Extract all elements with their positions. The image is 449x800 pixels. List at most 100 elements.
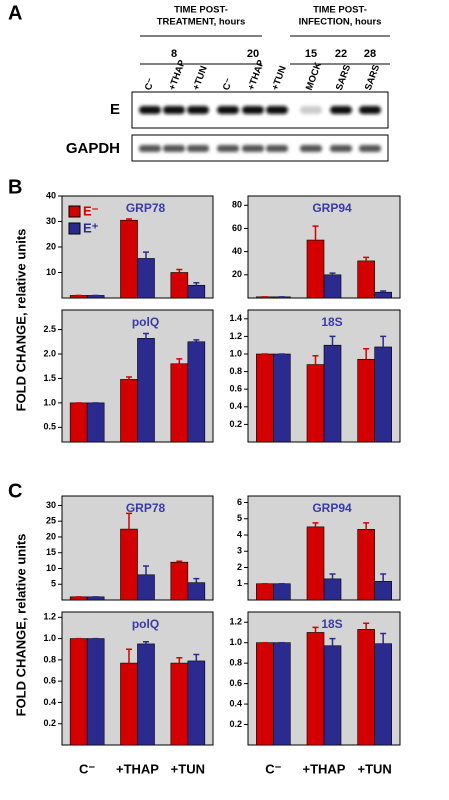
x-tick-label: +THAP: [303, 761, 346, 776]
blot-band: [217, 145, 239, 152]
bar: [256, 642, 274, 746]
group-header: TREATMENT, hours: [157, 17, 246, 28]
y-tick-label: 10: [46, 563, 56, 573]
error-bar: [143, 251, 149, 259]
error-bar: [143, 565, 149, 575]
error-bar: [143, 641, 149, 644]
bar: [187, 660, 206, 746]
bar: [323, 645, 342, 746]
blot-band: [359, 106, 381, 114]
y-tick-label: 0.8: [229, 658, 242, 668]
y-tick-label: 1.0: [229, 637, 242, 647]
error-bar: [176, 560, 183, 563]
group-header: TIME POST-: [174, 5, 228, 16]
y-tick-label: 0.2: [43, 718, 56, 728]
bar: [357, 629, 375, 746]
error-bar: [143, 332, 149, 339]
blot-band: [242, 106, 264, 114]
y-tick-label: 1.0: [229, 348, 242, 358]
chart-title: GRP94: [312, 501, 352, 515]
bar: [323, 274, 342, 299]
error-bar: [176, 268, 183, 273]
panel-label: B: [8, 176, 22, 198]
chart-title: 18S: [321, 315, 342, 329]
lane-label: +THAP: [246, 58, 267, 92]
bar: [120, 662, 138, 746]
bar: [170, 272, 189, 299]
y-tick-label: 20: [46, 531, 56, 541]
error-bar: [380, 290, 387, 293]
error-bar: [176, 657, 183, 664]
bar: [137, 338, 155, 443]
y-tick-label: 0.6: [43, 676, 56, 686]
chart-title: polQ: [132, 617, 159, 631]
bar: [137, 574, 155, 601]
y-tick-label: 15: [46, 547, 56, 557]
bar: [323, 578, 342, 601]
bar: [170, 363, 189, 443]
bar: [374, 346, 392, 443]
y-tick-label: 0.8: [43, 654, 56, 664]
bar: [137, 643, 155, 746]
error-bar: [363, 256, 370, 261]
bar: [374, 643, 392, 746]
error-bar: [126, 512, 132, 530]
y-tick-label: 60: [232, 223, 242, 233]
error-bar: [329, 637, 336, 646]
blot-band: [187, 145, 209, 152]
blot-band: [163, 106, 185, 114]
bar: [86, 638, 105, 746]
y-tick-label: 2.0: [43, 348, 56, 358]
bar: [306, 632, 325, 746]
y-tick-label: 6: [237, 497, 242, 507]
y-tick-label: 80: [232, 200, 242, 210]
x-tick-label: +TUN: [171, 761, 205, 776]
y-tick-label: 0.4: [229, 698, 242, 708]
x-tick-label: C⁻: [265, 761, 281, 776]
bar: [69, 402, 88, 443]
blot-band: [330, 145, 352, 152]
y-tick-label: 2.5: [43, 324, 56, 334]
blot-band: [139, 106, 161, 114]
legend-label: E⁻: [83, 203, 99, 218]
x-tick-label: +TUN: [358, 761, 392, 776]
y-tick-label: 1.2: [43, 612, 56, 622]
bar: [187, 582, 206, 601]
error-bar: [329, 335, 336, 346]
bar: [256, 353, 274, 443]
y-tick-label: 0.6: [229, 384, 242, 394]
bar: [120, 219, 138, 299]
legend-swatch: [68, 222, 81, 235]
bar: [187, 284, 206, 299]
blot-band: [163, 145, 185, 152]
y-tick-label: 4: [237, 529, 242, 539]
error-bar: [126, 648, 132, 664]
y-tick-label: 30: [46, 216, 56, 226]
error-bar: [126, 376, 132, 380]
bar: [357, 529, 375, 601]
blot-band: [217, 106, 239, 114]
y-tick-label: 1.2: [229, 617, 242, 627]
lane-label: MOCK: [304, 61, 324, 92]
bar: [120, 528, 138, 601]
y-tick-label: 0.8: [229, 366, 242, 376]
bar: [323, 344, 342, 443]
error-bar: [312, 522, 319, 527]
group-header: TIME POST-: [313, 5, 367, 16]
y-tick-label: 0.2: [229, 419, 242, 429]
x-tick-label: C⁻: [79, 761, 95, 776]
panel-label: C: [8, 480, 22, 502]
y-tick-label: 0.4: [229, 401, 242, 411]
time-label: 15: [305, 48, 317, 60]
bar: [69, 638, 88, 746]
y-tick-label: 1.0: [43, 633, 56, 643]
error-bar: [329, 573, 336, 579]
y-tick-label: 1: [237, 578, 242, 588]
error-bar: [363, 522, 370, 530]
bar: [306, 526, 325, 601]
y-tick-label: 0.4: [43, 697, 56, 707]
lane-label: SARS: [334, 63, 353, 92]
y-tick-label: 20: [46, 241, 56, 251]
lane-label: SARS: [363, 63, 382, 92]
